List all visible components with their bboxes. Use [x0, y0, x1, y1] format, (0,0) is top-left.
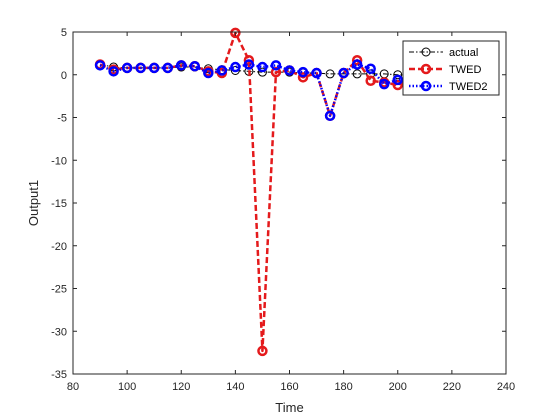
data-point: [231, 63, 239, 71]
legend: actual TWED TWED2: [403, 41, 499, 95]
y-tick-label: -30: [51, 326, 67, 338]
y-tick-label: 5: [61, 27, 67, 39]
x-tick-label: 140: [226, 381, 244, 393]
y-tick-label: -35: [51, 369, 67, 381]
y-tick-label: -25: [51, 284, 67, 296]
y-tick-label: 0: [61, 70, 67, 82]
data-point: [258, 63, 266, 71]
y-tick-label: -20: [51, 241, 67, 253]
data-point: [367, 77, 375, 85]
x-axis-label: Time: [275, 400, 303, 415]
x-tick-label: 100: [118, 381, 136, 393]
legend-label: TWED2: [449, 81, 488, 93]
x-tick-label: 180: [334, 381, 352, 393]
y-tick-label: -5: [57, 113, 67, 125]
x-tick-label: 200: [389, 381, 407, 393]
legend-label: actual: [449, 47, 478, 59]
x-tick-label: 80: [67, 381, 79, 393]
data-point: [286, 66, 294, 74]
x-tick-label: 240: [497, 381, 515, 393]
x-tick-label: 120: [172, 381, 190, 393]
data-point: [380, 80, 388, 88]
y-tick-label: -10: [51, 155, 67, 167]
data-point: [367, 65, 375, 73]
y-tick-label: -15: [51, 198, 67, 210]
x-tick-label: 220: [443, 381, 461, 393]
legend-label: TWED: [449, 64, 481, 76]
data-point: [272, 61, 280, 69]
y-axis-label: Output1: [26, 180, 41, 226]
x-tick-label: 160: [280, 381, 298, 393]
data-point: [191, 62, 199, 70]
